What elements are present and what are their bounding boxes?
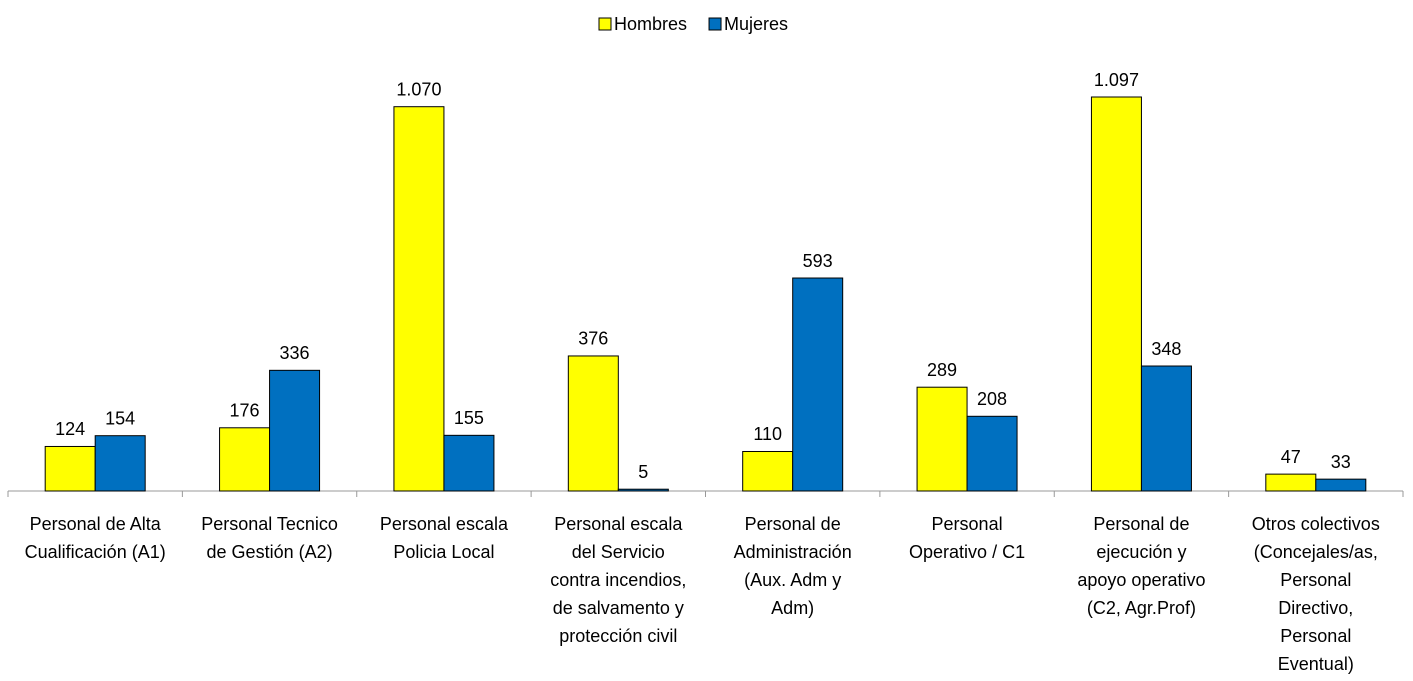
bar <box>219 427 271 492</box>
x-tick-label: del Servicio <box>572 542 665 562</box>
bar <box>916 386 968 492</box>
value-label: 5 <box>638 462 648 482</box>
value-label: 110 <box>753 424 782 444</box>
x-tick-label: ejecución y <box>1096 542 1186 562</box>
x-tick-label: Policia Local <box>393 542 494 562</box>
x-tick-label: contra incendios, <box>550 570 686 590</box>
bar <box>567 355 619 492</box>
value-label: 124 <box>55 419 85 439</box>
value-label: 1.097 <box>1094 70 1139 90</box>
value-label: 208 <box>977 389 1007 409</box>
x-tick-label: Otros colectivos <box>1252 514 1380 534</box>
value-label: 1.070 <box>396 79 441 99</box>
x-tick-label: Personal de <box>1093 514 1189 534</box>
x-tick-label: Administración <box>734 542 852 562</box>
value-label: 289 <box>927 360 957 380</box>
x-tick-label: apoyo operativo <box>1077 570 1205 590</box>
x-tick-label: Eventual) <box>1278 654 1354 674</box>
bar <box>966 415 1018 492</box>
legend-label: Mujeres <box>724 14 788 34</box>
value-label: 176 <box>230 401 260 421</box>
x-tick-label: Cualificación (A1) <box>25 542 166 562</box>
value-label: 155 <box>454 408 484 428</box>
bar <box>1265 473 1317 492</box>
x-tick-label: de Gestión (A2) <box>207 542 333 562</box>
bar <box>742 450 794 492</box>
x-tick-label: Directivo, <box>1278 598 1353 618</box>
legend-swatch <box>708 17 722 31</box>
bar <box>617 488 669 492</box>
value-label: 33 <box>1331 452 1351 472</box>
x-tick-label: Personal <box>1280 626 1351 646</box>
value-label: 593 <box>803 251 833 271</box>
bar <box>393 106 445 492</box>
value-label: 348 <box>1151 339 1181 359</box>
value-label: 336 <box>280 343 310 363</box>
x-tick-label: (Aux. Adm y <box>744 570 841 590</box>
x-tick-label: Personal escala <box>380 514 509 534</box>
value-label: 47 <box>1281 447 1301 467</box>
x-tick-label: Operativo / C1 <box>909 542 1025 562</box>
bar <box>792 277 844 492</box>
x-tick-label: Personal de Alta <box>30 514 162 534</box>
legend-swatch <box>598 17 612 31</box>
bar <box>1090 96 1142 492</box>
bar <box>94 435 146 492</box>
x-tick-label: de salvamento y <box>553 598 684 618</box>
bar <box>269 369 321 492</box>
x-tick-label: Adm) <box>771 598 814 618</box>
x-tick-label: Personal de <box>745 514 841 534</box>
bar <box>44 445 96 492</box>
x-tick-label: protección civil <box>559 626 677 646</box>
x-tick-label: (C2, Agr.Prof) <box>1087 598 1196 618</box>
x-tick-label: Personal Tecnico <box>201 514 338 534</box>
legend-label: Hombres <box>614 14 687 34</box>
value-label: 376 <box>578 329 608 349</box>
bar <box>443 434 495 492</box>
x-tick-label: Personal <box>1280 570 1351 590</box>
bar <box>1140 365 1192 492</box>
x-tick-label: Personal <box>932 514 1003 534</box>
value-label: 154 <box>105 408 135 428</box>
x-tick-label: (Concejales/as, <box>1254 542 1378 562</box>
x-tick-label: Personal escala <box>554 514 683 534</box>
bar <box>1315 478 1367 492</box>
